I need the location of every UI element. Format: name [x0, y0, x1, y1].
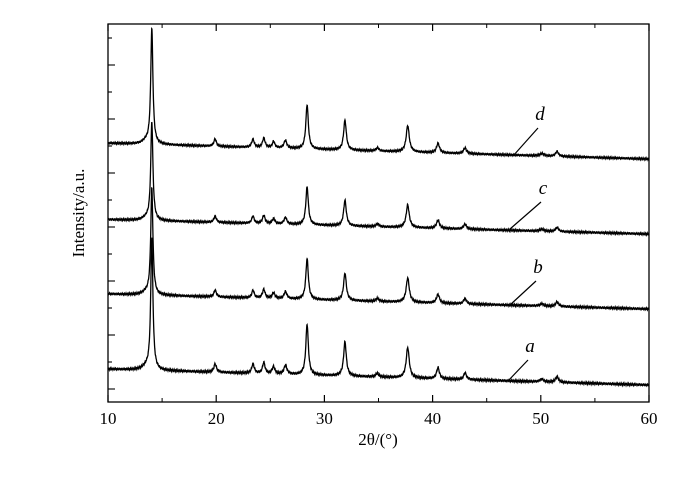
series-group — [107, 27, 650, 388]
x-tick-label: 20 — [208, 409, 225, 428]
series-leader-line-b — [509, 280, 537, 306]
x-axis-ticks: 10 20 30 40 50 60 — [100, 24, 658, 428]
series-label-group: a b c d — [507, 104, 548, 382]
series-line-b — [107, 187, 650, 312]
y-axis-title: Intensity/a.u. — [69, 169, 88, 258]
series-leader-line-a — [507, 359, 529, 382]
series-line-c — [107, 121, 650, 237]
series-leader-line-c — [509, 201, 542, 230]
series-label-b: b — [533, 257, 543, 278]
series-line-a — [107, 237, 650, 388]
series-line-d — [107, 27, 650, 162]
x-axis-title: 2θ/(°) — [358, 430, 398, 449]
y-axis-ticks — [108, 37, 115, 390]
series-leader-line-d — [512, 127, 539, 157]
plot-frame — [107, 23, 650, 403]
series-label-c: c — [539, 178, 548, 199]
x-tick-label: 40 — [424, 409, 441, 428]
x-tick-label: 60 — [641, 409, 658, 428]
x-tick-label: 10 — [100, 409, 117, 428]
series-label-a: a — [525, 336, 535, 357]
x-tick-label: 30 — [316, 409, 333, 428]
series-label-d: d — [535, 104, 545, 125]
x-tick-label: 50 — [532, 409, 549, 428]
